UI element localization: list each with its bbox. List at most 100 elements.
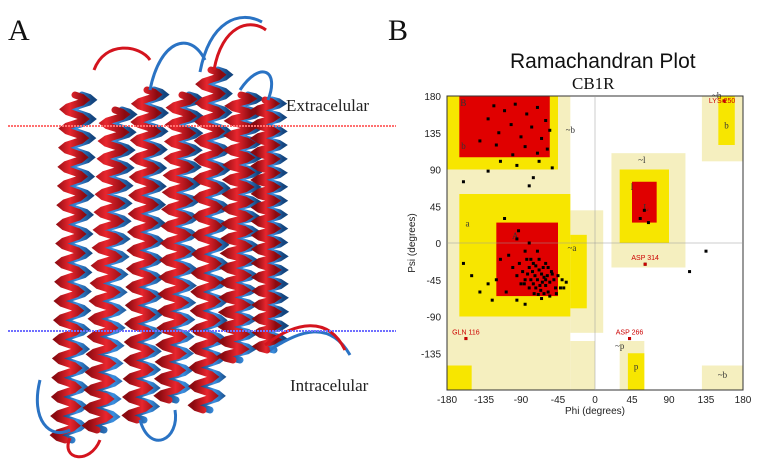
residue-point (537, 268, 541, 272)
residue-point (535, 105, 539, 109)
residue-point (494, 278, 498, 282)
helix-bundle (35, 15, 352, 459)
outlier-point (722, 99, 726, 103)
red-helix-4 (153, 91, 198, 404)
region-label: b (461, 141, 466, 151)
panel-b-letter: B (388, 14, 409, 47)
region-16 (496, 222, 558, 297)
axis-ticks: -180 -135 -90 -45 0 45 90 135 180 180 135 90 45 0 -45 -… (421, 92, 752, 406)
residue-point (535, 151, 539, 155)
residue-point (504, 290, 508, 294)
residue-point (529, 257, 533, 261)
residue-point (461, 180, 465, 184)
residue-point (525, 257, 529, 261)
residue-point (523, 302, 527, 306)
region-1 (447, 96, 571, 390)
residue-point (517, 229, 521, 233)
residue-point (515, 163, 519, 167)
residue-point (558, 286, 562, 290)
region-label: b (724, 121, 729, 131)
residue-point (490, 298, 494, 302)
y-tick-label: -45 (427, 276, 442, 287)
loop-8 (66, 437, 102, 459)
residue-point (638, 217, 642, 220)
region-label: a (466, 219, 470, 229)
outlier-label: ASP 314 (631, 255, 659, 262)
region-7 (701, 365, 743, 390)
intracellular-label: Intracelular (290, 376, 369, 395)
region-label: ~b (712, 90, 722, 100)
residue-point (554, 292, 558, 296)
residue-point (688, 270, 692, 274)
residue-point (531, 176, 535, 180)
residue-point (536, 292, 540, 296)
residue-point (486, 169, 490, 173)
region-5 (619, 341, 645, 390)
y-tick-label: 180 (424, 92, 441, 103)
residue-point (492, 104, 496, 108)
region-label: L (643, 202, 649, 212)
x-tick-label: -45 (551, 395, 566, 406)
x-tick-label: 90 (663, 395, 675, 406)
residue-point (511, 266, 515, 269)
y-tick-label: 45 (430, 202, 442, 213)
residue-point (523, 145, 527, 149)
x-tick-label: 0 (592, 395, 598, 406)
residue-point (545, 147, 549, 151)
residue-point (515, 298, 519, 302)
residue-point (544, 283, 548, 287)
residue-point (540, 272, 544, 276)
residue-point (546, 290, 550, 294)
outlier-point (628, 337, 632, 341)
residue-point (515, 274, 519, 278)
residue-point (643, 262, 647, 266)
y-tick-label: 90 (430, 166, 442, 177)
residue-point (503, 217, 507, 220)
residue-point (527, 266, 531, 269)
residue-point (486, 282, 490, 286)
residue-point (540, 297, 544, 301)
red-helix-6 (216, 91, 258, 364)
panel-a-letter: A (8, 14, 30, 47)
x-tick-label: -180 (437, 395, 457, 406)
residue-point (541, 266, 545, 269)
residue-point (537, 257, 541, 261)
red-helix-7 (249, 96, 283, 354)
residue-point (562, 286, 566, 290)
chart-subtitle: CB1R (572, 74, 615, 93)
x-tick-label: 45 (626, 395, 638, 406)
residue-point (535, 278, 539, 282)
residue-point (527, 241, 531, 245)
residue-point (531, 261, 535, 265)
loop-4 (92, 46, 152, 71)
region-12 (619, 169, 669, 243)
residue-point (530, 125, 534, 129)
residue-point (540, 280, 544, 284)
residue-point (535, 249, 539, 253)
residue-point (704, 249, 708, 253)
extracellular-label: Extracelular (286, 96, 370, 115)
residue-point (548, 294, 552, 298)
residue-point (507, 253, 511, 257)
residue-point (534, 286, 538, 290)
region-label: ~b (566, 125, 576, 135)
region-3 (570, 210, 604, 333)
residue-point (523, 278, 527, 282)
data-points (461, 99, 726, 341)
region-9 (447, 365, 472, 390)
residue-point (550, 272, 554, 276)
outlier-label: GLN 116 (452, 330, 480, 337)
region-labels: Bb a A ~a ~b Ll ~l ~p p b ~b ~b (460, 90, 729, 379)
residue-point (564, 280, 568, 284)
residue-point (548, 128, 552, 132)
region-2 (570, 341, 595, 390)
x-axis-label: Phi (degrees) (565, 406, 625, 417)
loop-5 (238, 70, 274, 101)
region-8 (447, 96, 558, 170)
labelled-residues: LYS 250 ASP 314 GLN 116 ASP 266 (452, 98, 735, 341)
residue-point (515, 237, 519, 241)
residue-point (464, 337, 468, 341)
residue-point (527, 184, 531, 188)
region-label: ~p (615, 341, 625, 351)
residue-point (537, 159, 541, 163)
